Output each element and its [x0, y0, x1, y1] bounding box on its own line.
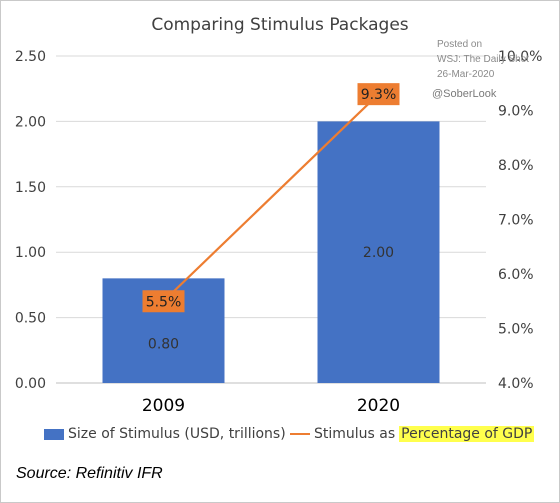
- legend-item-line: Stimulus as Percentage of GDP: [290, 423, 535, 445]
- left-tick-label: 0.00: [15, 376, 46, 392]
- source-note: Source: Refinitiv IFR: [16, 465, 163, 482]
- line-label-box: [357, 83, 400, 106]
- right-tick-label: 6.0%: [498, 267, 534, 283]
- legend-line-highlight: Percentage of GDP: [399, 426, 535, 442]
- right-tick-label: 9.0%: [498, 104, 534, 120]
- category-label: 2009: [142, 396, 185, 416]
- left-tick-label: 1.00: [15, 245, 46, 261]
- legend-item-bar: Size of Stimulus (USD, trillions): [44, 423, 286, 445]
- bar-data-label: 0.80: [148, 337, 179, 353]
- line-data-label: 9.3%: [361, 87, 397, 103]
- watermark-line1: Posted on: [437, 39, 482, 50]
- series-line: [162, 93, 380, 303]
- category-label: 2020: [357, 396, 400, 416]
- right-axis-ticks: 4.0% 5.0% 6.0% 7.0% 8.0% 9.0% 10.0%: [498, 49, 542, 392]
- legend-bar-label: Size of Stimulus (USD, trillions): [68, 426, 286, 442]
- right-tick-label: 10.0%: [498, 49, 542, 65]
- left-tick-label: 0.50: [15, 311, 46, 327]
- left-tick-label: 1.50: [15, 180, 46, 196]
- right-tick-label: 7.0%: [498, 213, 534, 229]
- left-tick-label: 2.50: [15, 49, 46, 65]
- legend-line-swatch: [290, 433, 310, 435]
- right-tick-label: 8.0%: [498, 158, 534, 174]
- left-axis-ticks: 0.00 0.50 1.00 1.50 2.00 2.50: [15, 49, 46, 392]
- watermark-line3: 26-Mar-2020: [437, 69, 495, 80]
- category-labels: 2009 2020: [142, 396, 400, 416]
- legend-bar-swatch: [44, 428, 64, 440]
- watermark-line2: WSJ: The Daily Shot: [437, 54, 529, 65]
- watermark: Posted on WSJ: The Daily Shot 26-Mar-202…: [432, 39, 529, 100]
- bar-data-label: 2.00: [363, 245, 394, 261]
- legend-line-prefix: Stimulus as: [314, 426, 396, 442]
- legend: Size of Stimulus (USD, trillions) Stimul…: [44, 423, 544, 445]
- chart-title: Comparing Stimulus Packages: [151, 15, 408, 35]
- bar-series: 0.80 2.00: [102, 121, 440, 384]
- line-series: 5.5% 9.3%: [142, 83, 400, 313]
- line-label-box: [142, 290, 185, 313]
- right-tick-label: 4.0%: [498, 376, 534, 392]
- bar: [317, 121, 440, 384]
- watermark-handle: @SoberLook: [432, 88, 497, 100]
- line-data-label: 5.5%: [146, 294, 182, 310]
- right-tick-label: 5.0%: [498, 322, 534, 338]
- left-tick-label: 2.00: [15, 114, 46, 130]
